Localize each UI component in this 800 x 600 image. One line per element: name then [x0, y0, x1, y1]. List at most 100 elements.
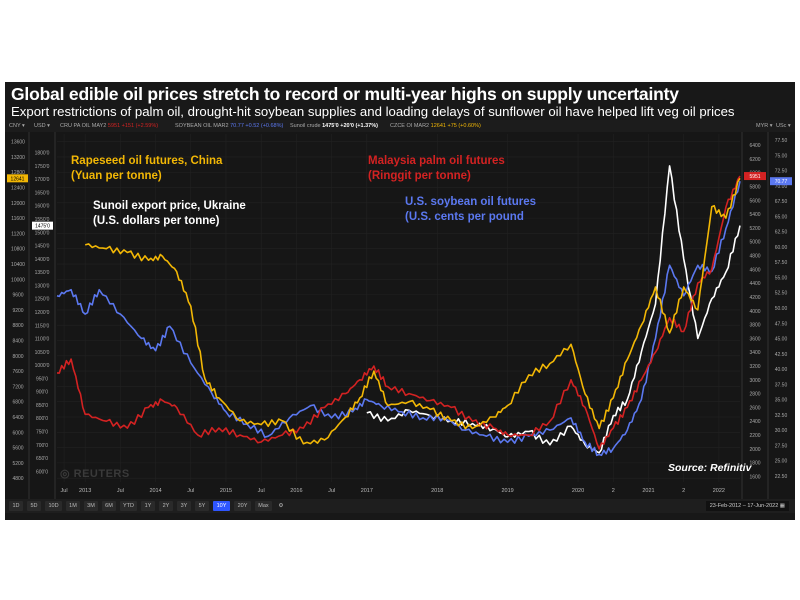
- instrument-name: Sunoil crude: [290, 123, 321, 129]
- x-tick-label: 2: [612, 488, 615, 494]
- y-tick-label: 1650'0: [35, 190, 50, 196]
- y-tick-label: 13600: [11, 140, 25, 146]
- y-tick-label: 1000'0: [35, 363, 50, 369]
- x-tick-label: 2013: [79, 488, 91, 494]
- date-from[interactable]: 23-Feb-2012: [709, 503, 742, 509]
- current-value-label: 70.77: [775, 179, 788, 185]
- y-tick-label: 4400: [749, 281, 760, 287]
- y-tick-label: 900'0: [36, 390, 48, 396]
- range-button-10y[interactable]: 10Y: [213, 501, 230, 511]
- left-currency-select-usd[interactable]: USD ▾: [34, 123, 50, 129]
- x-tick-label: Jul: [187, 488, 194, 494]
- range-button-3m[interactable]: 3M: [84, 501, 98, 511]
- y-tick-label: 32.50: [775, 413, 788, 419]
- x-tick-label: 2021: [642, 488, 654, 494]
- range-button-20y[interactable]: 20Y: [234, 501, 251, 511]
- y-tick-label: 42.50: [775, 352, 788, 358]
- chart-title: Global edible oil prices stretch to reco…: [11, 84, 679, 104]
- y-tick-label: 9200: [12, 308, 23, 314]
- x-tick-label: 2022: [713, 488, 725, 494]
- y-tick-label: 6400: [749, 143, 760, 149]
- y-tick-label: 700'0: [36, 443, 48, 449]
- watermark-text: REUTERS: [73, 468, 130, 480]
- left-currency-select-cny[interactable]: CNY ▾: [9, 123, 25, 129]
- y-tick-label: 77.50: [775, 138, 788, 144]
- y-tick-label: 1600'0: [35, 204, 50, 210]
- y-tick-label: 5600: [12, 446, 23, 452]
- y-tick-label: 55.00: [775, 275, 788, 281]
- x-tick-label: 2016: [290, 488, 302, 494]
- y-tick-label: 13200: [11, 155, 25, 161]
- plot-background: [5, 132, 795, 500]
- y-tick-label: 5800: [749, 184, 760, 190]
- y-tick-label: 2200: [749, 433, 760, 439]
- range-button-6m[interactable]: 6M: [102, 501, 116, 511]
- y-tick-label: 1350'0: [35, 270, 50, 276]
- y-tick-label: 5200: [12, 461, 23, 467]
- current-value-label: 5951: [749, 174, 760, 180]
- y-tick-label: 67.50: [775, 199, 788, 205]
- date-range-picker[interactable]: 23-Feb-2012 – 17-Jun-2022 ▦: [705, 501, 789, 511]
- y-tick-label: 10000: [11, 277, 25, 283]
- annotation-sunoil: Sunoil export price, Ukraine (U.S. dolla…: [93, 199, 246, 229]
- y-tick-label: 750'0: [36, 430, 48, 436]
- date-to[interactable]: 17-Jun-2022: [747, 503, 779, 509]
- current-value-marker: [770, 177, 792, 186]
- reuters-logo-icon: ◎: [60, 468, 74, 480]
- range-button-1d[interactable]: 1D: [9, 501, 23, 511]
- annotation-line: Malaysia palm oil futures: [368, 155, 505, 167]
- chart-subtitle: Export restrictions of palm oil, drought…: [11, 104, 735, 119]
- y-tick-label: 6400: [12, 415, 23, 421]
- range-button-3y[interactable]: 3Y: [177, 501, 191, 511]
- y-tick-label: 2800: [749, 392, 760, 398]
- y-tick-label: 12000: [11, 201, 25, 207]
- y-tick-label: 8000: [12, 354, 23, 360]
- y-tick-label: 9600: [12, 293, 23, 299]
- annotation-line: Sunoil export price, Ukraine: [93, 200, 246, 212]
- y-tick-label: 62.50: [775, 230, 788, 236]
- y-tick-label: 35.00: [775, 398, 788, 404]
- x-tick-label: 2014: [149, 488, 161, 494]
- calendar-icon[interactable]: ▦: [778, 503, 785, 509]
- y-tick-label: 22.50: [775, 474, 788, 480]
- settings-gear-icon[interactable]: ⚙: [278, 503, 284, 509]
- chart-panel: Global edible oil prices stretch to reco…: [5, 82, 795, 520]
- range-button-5d[interactable]: 5D: [27, 501, 41, 511]
- instrument-palm[interactable]: CRU PA OIL MAY2 5951 +151 (+2.59%): [60, 123, 158, 129]
- y-tick-label: 5400: [749, 212, 760, 218]
- y-tick-label: 1550'0: [35, 217, 50, 223]
- y-tick-label: 6800: [12, 400, 23, 406]
- range-button-max[interactable]: Max: [255, 501, 272, 511]
- current-value-label: 12641: [11, 176, 25, 182]
- annotation-line: U.S. soybean oil futures: [405, 196, 536, 208]
- y-tick-label: 4800: [12, 476, 23, 482]
- instrument-name: CRU PA OIL MAY2: [60, 123, 107, 129]
- y-tick-label: 1200'0: [35, 310, 50, 316]
- current-value-label: 1475'0: [35, 224, 50, 230]
- y-tick-label: 1700'0: [35, 177, 50, 183]
- y-tick-label: 4600: [749, 267, 760, 273]
- range-button-2y[interactable]: 2Y: [159, 501, 173, 511]
- current-value-marker: [32, 221, 53, 230]
- range-button-1y[interactable]: 1Y: [141, 501, 155, 511]
- range-button-ytd[interactable]: YTD: [120, 501, 137, 511]
- right-currency-select-usc[interactable]: USc ▾: [776, 123, 791, 129]
- y-tick-label: 800'0: [36, 416, 48, 422]
- y-tick-label: 60.00: [775, 245, 788, 251]
- y-tick-label: 1750'0: [35, 164, 50, 170]
- source-note: Source: Refinitiv: [668, 462, 752, 474]
- instrument-rapeseed[interactable]: CZCE OI MAR2 12641 +75 (+0.60%): [390, 123, 481, 129]
- instrument-soybean[interactable]: SOYBEAN OIL MAR2 70.77 +0.52 (+0.68%): [175, 123, 283, 129]
- right-currency-select-myr[interactable]: MYR ▾: [756, 123, 773, 129]
- range-button-5y[interactable]: 5Y: [195, 501, 209, 511]
- y-tick-label: 4800: [749, 254, 760, 260]
- annotation-line: Rapeseed oil futures, China: [71, 155, 223, 167]
- instrument-name: CZCE OI MAR2: [390, 123, 430, 129]
- y-tick-label: 1050'0: [35, 350, 50, 356]
- range-button-1m[interactable]: 1M: [66, 501, 80, 511]
- range-button-10d[interactable]: 10D: [45, 501, 62, 511]
- range-selector: 1D 5D 10D 1M 3M 6M YTD 1Y 2Y 3Y 5Y 10Y 20Y Max ⚙ 23-Feb…: [5, 499, 795, 513]
- annotation-line: (Yuan per tonne): [71, 170, 162, 182]
- instrument-sunoil[interactable]: Sunoil crude 1475'0 +20'0 (+1.37%): [290, 123, 378, 129]
- y-tick-label: 1450'0: [35, 244, 50, 250]
